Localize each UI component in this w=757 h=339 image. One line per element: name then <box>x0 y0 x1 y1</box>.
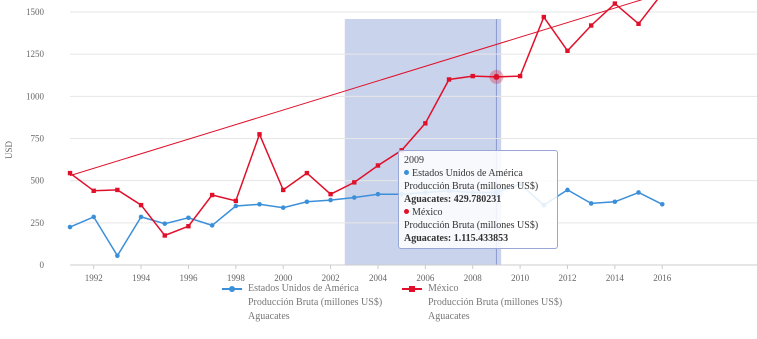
legend-usa-label: Estados Unidos de América Producción Bru… <box>248 282 428 324</box>
mexico-hover-point <box>493 73 500 80</box>
usa-data-point <box>138 214 144 220</box>
tooltip-usa-dot <box>404 170 409 175</box>
usa-data-point <box>115 253 120 259</box>
mexico-data-point <box>209 192 215 198</box>
x-tick-label: 2014 <box>606 273 625 282</box>
y-tick-label: 0 <box>40 260 45 270</box>
y-tick-label: 1250 <box>26 49 45 59</box>
tooltip-series-usa: Estados Unidos de América <box>404 167 552 180</box>
mexico-data-point <box>636 21 641 27</box>
y-axis-label: USD <box>4 141 14 160</box>
tooltip-series-mexico: México <box>404 206 552 219</box>
usa-data-point <box>209 223 215 228</box>
y-tick-label: 500 <box>31 176 45 186</box>
x-tick-label: 2006 <box>416 273 435 282</box>
legend-mexico-metric: Producción Bruta (millones US$) <box>428 297 563 308</box>
mexico-data-point <box>470 73 475 79</box>
usa-data-point <box>565 187 570 193</box>
usa-data-point <box>375 191 381 197</box>
usa-data-point <box>233 203 239 209</box>
tooltip-mexico-value: Aguacates: 1.115.433853 <box>404 233 509 244</box>
mexico-data-point <box>588 23 594 28</box>
y-tick-label: 1000 <box>26 91 45 101</box>
mexico-data-point <box>162 233 167 238</box>
mexico-data-point <box>281 187 286 193</box>
usa-data-point <box>612 199 618 205</box>
y-tick-label: 750 <box>31 134 45 144</box>
tooltip: 2009 Estados Unidos de América Producció… <box>398 150 558 249</box>
x-tick-label: 1996 <box>179 273 198 282</box>
mexico-data-point <box>304 170 310 176</box>
mexico-data-point <box>352 180 357 185</box>
tooltip-usa-value: Aguacates: 429.780231 <box>404 194 502 205</box>
usa-data-point <box>636 190 641 195</box>
x-tick-label: 2000 <box>274 273 293 282</box>
usa-data-point <box>280 205 286 210</box>
mexico-data-point <box>67 170 73 176</box>
tooltip-usa-name: Estados Unidos de América <box>412 168 523 179</box>
legend-mexico-product: Aguacates <box>428 311 470 322</box>
mexico-data-point <box>423 121 428 126</box>
usa-data-point <box>91 214 96 220</box>
mexico-data-point <box>138 202 144 208</box>
legend-usa-metric: Producción Bruta (millones US$) <box>248 297 383 308</box>
legend-mexico-label: México Producción Bruta (millones US$) A… <box>428 282 608 324</box>
mexico-data-point <box>541 14 546 20</box>
usa-data-point <box>351 195 357 200</box>
legend-usa-marker <box>229 286 235 292</box>
usa-data-point <box>588 201 594 206</box>
tooltip-mexico-name: México <box>412 207 443 218</box>
tooltip-mexico-dot <box>404 209 409 214</box>
mexico-data-point <box>115 187 120 193</box>
x-tick-label: 2010 <box>511 273 530 282</box>
mexico-data-point <box>565 48 570 53</box>
usa-data-point <box>186 215 191 221</box>
legend-mexico-marker <box>409 286 415 292</box>
mexico-data-point <box>91 188 96 193</box>
legend-usa-name: Estados Unidos de América <box>248 283 359 294</box>
usa-data-point <box>257 201 262 207</box>
mexico-trendline <box>69 0 643 177</box>
mexico-data-point <box>612 1 618 6</box>
tooltip-year: 2009 <box>404 155 424 166</box>
x-tick-label: 2016 <box>653 273 672 282</box>
legend-item-usa[interactable]: Estados Unidos de América Producción Bru… <box>222 282 422 338</box>
x-tick-label: 1992 <box>85 273 103 282</box>
mexico-data-point <box>517 73 523 79</box>
x-tick-label: 2008 <box>464 273 483 282</box>
x-tick-label: 2002 <box>322 273 340 282</box>
tooltip-mexico-metric: Producción Bruta (millones US$) <box>404 220 539 231</box>
usa-data-point <box>162 221 168 226</box>
mexico-data-point <box>186 224 191 229</box>
mexico-series-line <box>69 0 659 237</box>
usa-data-point <box>304 199 310 205</box>
legend-mexico-name: México <box>428 283 459 294</box>
mexico-data-point <box>257 132 262 137</box>
tooltip-usa-metric: Producción Bruta (millones US$) <box>404 181 539 192</box>
usa-data-point <box>659 201 665 207</box>
line-chart: 0 250 500 750 1000 1250 1500 1992 1994 1996 1998 20… <box>4 0 757 283</box>
mexico-data-point <box>375 163 381 168</box>
usa-data-point <box>328 197 333 203</box>
usa-series-line <box>69 183 663 258</box>
legend-item-mexico[interactable]: México Producción Bruta (millones US$) A… <box>402 282 602 338</box>
x-tick-label: 1998 <box>227 273 246 282</box>
usa-data-point <box>67 224 73 230</box>
mexico-data-point <box>233 198 239 204</box>
mexico-data-point <box>446 77 452 82</box>
y-tick-label: 250 <box>31 218 45 228</box>
legend-usa-product: Aguacates <box>248 311 290 322</box>
x-tick-label: 1994 <box>132 273 151 282</box>
y-tick-label: 1500 <box>26 7 45 17</box>
x-tick-label: 2004 <box>369 273 388 282</box>
legend: Estados Unidos de América Producción Bru… <box>0 282 757 338</box>
mexico-data-point <box>328 191 333 197</box>
x-tick-label: 2012 <box>558 273 576 282</box>
